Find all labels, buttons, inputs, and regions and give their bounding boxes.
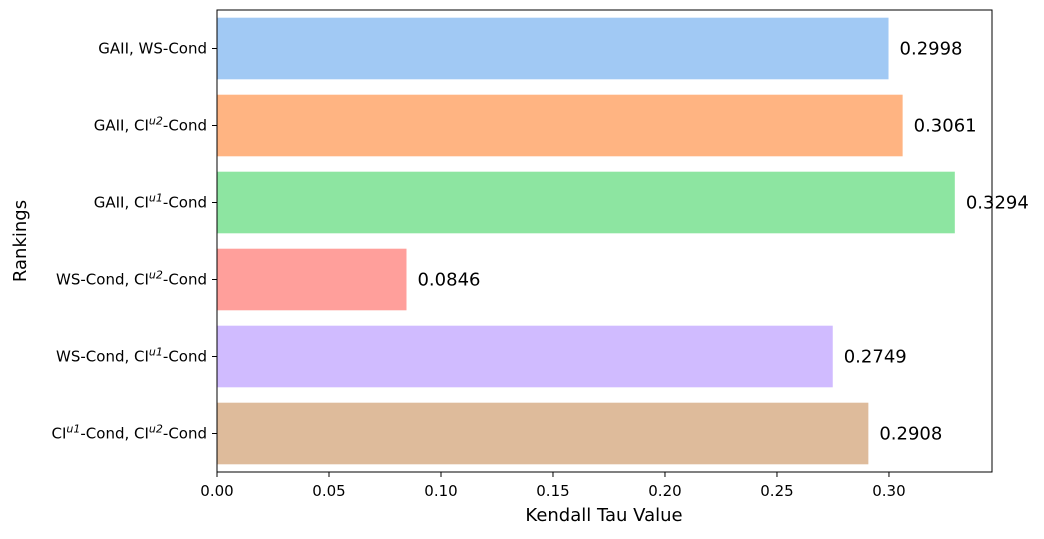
bar	[217, 17, 889, 80]
bar-value-label: 0.0846	[417, 270, 480, 291]
y-tick-label: GAII, WS-Cond	[98, 40, 207, 58]
x-tick-label: 0.05	[312, 482, 345, 500]
bar-value-label: 0.3294	[966, 193, 1029, 214]
bar	[217, 248, 407, 311]
x-tick-label: 0.15	[536, 482, 569, 500]
x-tick-label: 0.10	[424, 482, 457, 500]
x-tick-label: 0.30	[872, 482, 905, 500]
bar	[217, 171, 955, 234]
x-tick-label: 0.00	[200, 482, 233, 500]
bar	[217, 325, 833, 388]
bar	[217, 94, 903, 157]
bar-value-label: 0.2908	[879, 424, 942, 445]
y-tick-label: WS-Cond, CIu1-Cond	[56, 346, 207, 366]
plot-frame	[216, 9, 993, 473]
y-tick-label: WS-Cond, CIu2-Cond	[56, 269, 207, 289]
bar-value-label: 0.2749	[844, 347, 907, 368]
y-tick-label: CIu1-Cond, CIu2-Cond	[52, 423, 208, 443]
bar-value-label: 0.2998	[900, 39, 963, 60]
x-axis-title: Kendall Tau Value	[525, 505, 682, 526]
x-tick-label: 0.25	[760, 482, 793, 500]
bar-value-label: 0.3061	[914, 116, 977, 137]
bar	[217, 402, 869, 465]
y-tick-label: GAII, CIu2-Cond	[94, 115, 207, 135]
y-tick-label: GAII, CIu1-Cond	[94, 192, 207, 212]
y-axis-title: Rankings	[10, 200, 31, 282]
x-tick-label: 0.20	[648, 482, 681, 500]
